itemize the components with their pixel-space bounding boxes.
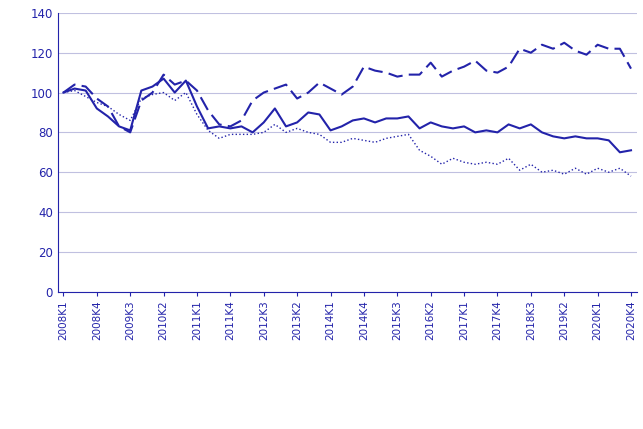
Utsläpp av växthusgaser	[438, 124, 446, 129]
BNP	[415, 72, 423, 77]
BNP	[438, 74, 446, 79]
Utsläppsintensitet	[271, 122, 279, 127]
BNP	[104, 104, 112, 109]
Utsläpp av växthusgaser	[627, 148, 635, 153]
Utsläpp av växthusgaser	[60, 90, 68, 95]
Utsläppsintensitet	[115, 112, 123, 117]
Utsläpp av växthusgaser	[271, 106, 279, 111]
Utsläppsintensitet	[627, 174, 635, 179]
Utsläppsintensitet	[71, 88, 78, 93]
Utsläppsintensitet	[415, 148, 423, 153]
Line: BNP: BNP	[64, 43, 631, 133]
Utsläpp av växthusgaser	[415, 126, 423, 131]
BNP	[561, 40, 568, 45]
Line: Utsläppsintensitet: Utsläppsintensitet	[64, 91, 631, 176]
BNP	[271, 86, 279, 91]
Utsläppsintensitet	[60, 90, 68, 95]
BNP	[627, 66, 635, 71]
Utsläpp av växthusgaser	[104, 114, 112, 119]
BNP	[60, 90, 68, 95]
Utsläpp av växthusgaser	[616, 150, 624, 155]
Utsläppsintensitet	[338, 140, 345, 145]
Utsläpp av växthusgaser	[159, 76, 167, 81]
Utsläppsintensitet	[593, 166, 601, 171]
BNP	[338, 92, 345, 97]
Utsläpp av växthusgaser	[371, 120, 379, 125]
BNP	[126, 130, 134, 135]
Utsläppsintensitet	[438, 162, 446, 167]
Line: Utsläpp av växthusgaser: Utsläpp av växthusgaser	[64, 79, 631, 152]
BNP	[371, 68, 379, 73]
Utsläpp av växthusgaser	[338, 124, 345, 129]
